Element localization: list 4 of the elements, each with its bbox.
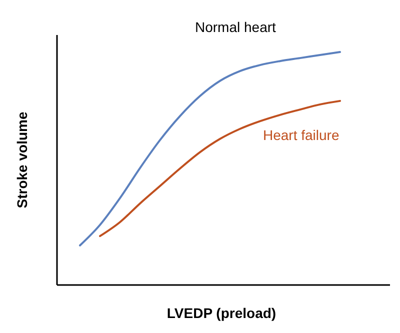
y-axis-title: Stroke volume [14,112,30,208]
series-label: Heart failure [263,126,340,143]
series-label: Normal heart [195,19,276,35]
x-axis-title: LVEDP (preload) [166,305,276,321]
